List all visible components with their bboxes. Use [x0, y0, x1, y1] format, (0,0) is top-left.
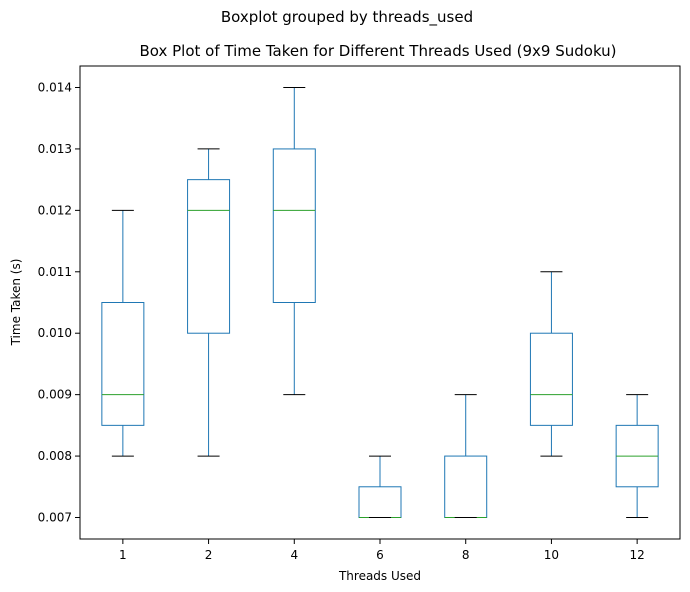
iqr-box: [101, 302, 145, 426]
y-tick-label: 0.011: [38, 265, 72, 279]
plot-frame: [79, 65, 681, 540]
x-axis-label: Threads Used: [338, 569, 421, 583]
y-tick-label: 0.007: [38, 511, 72, 525]
iqr-box: [272, 148, 316, 303]
x-tick-label: 2: [205, 548, 213, 562]
y-tick-label: 0.012: [38, 203, 72, 217]
x-tick-label: 4: [290, 548, 298, 562]
iqr-box: [444, 455, 488, 519]
x-tick-label: 6: [376, 548, 384, 562]
iqr-box: [187, 179, 231, 334]
x-tick-label: 1: [119, 548, 127, 562]
y-tick-label: 0.014: [38, 81, 72, 95]
chart-title: Box Plot of Time Taken for Different Thr…: [139, 42, 616, 60]
x-tick-label: 12: [630, 548, 645, 562]
y-tick-label: 0.010: [38, 326, 72, 340]
y-tick-label: 0.013: [38, 142, 72, 156]
iqr-box: [529, 332, 573, 426]
iqr-box: [358, 486, 402, 518]
chart-suptitle: Boxplot grouped by threads_used: [221, 8, 473, 27]
x-tick-label: 10: [544, 548, 559, 562]
y-tick-label: 0.008: [38, 449, 72, 463]
y-tick-label: 0.009: [38, 388, 72, 402]
plot-area: 0.007 0.008 0.009 0.010 0.011 0.012 0.013 0.014…: [38, 81, 659, 562]
y-axis-label: Time Taken (s): [9, 259, 23, 347]
x-tick-label: 8: [462, 548, 470, 562]
